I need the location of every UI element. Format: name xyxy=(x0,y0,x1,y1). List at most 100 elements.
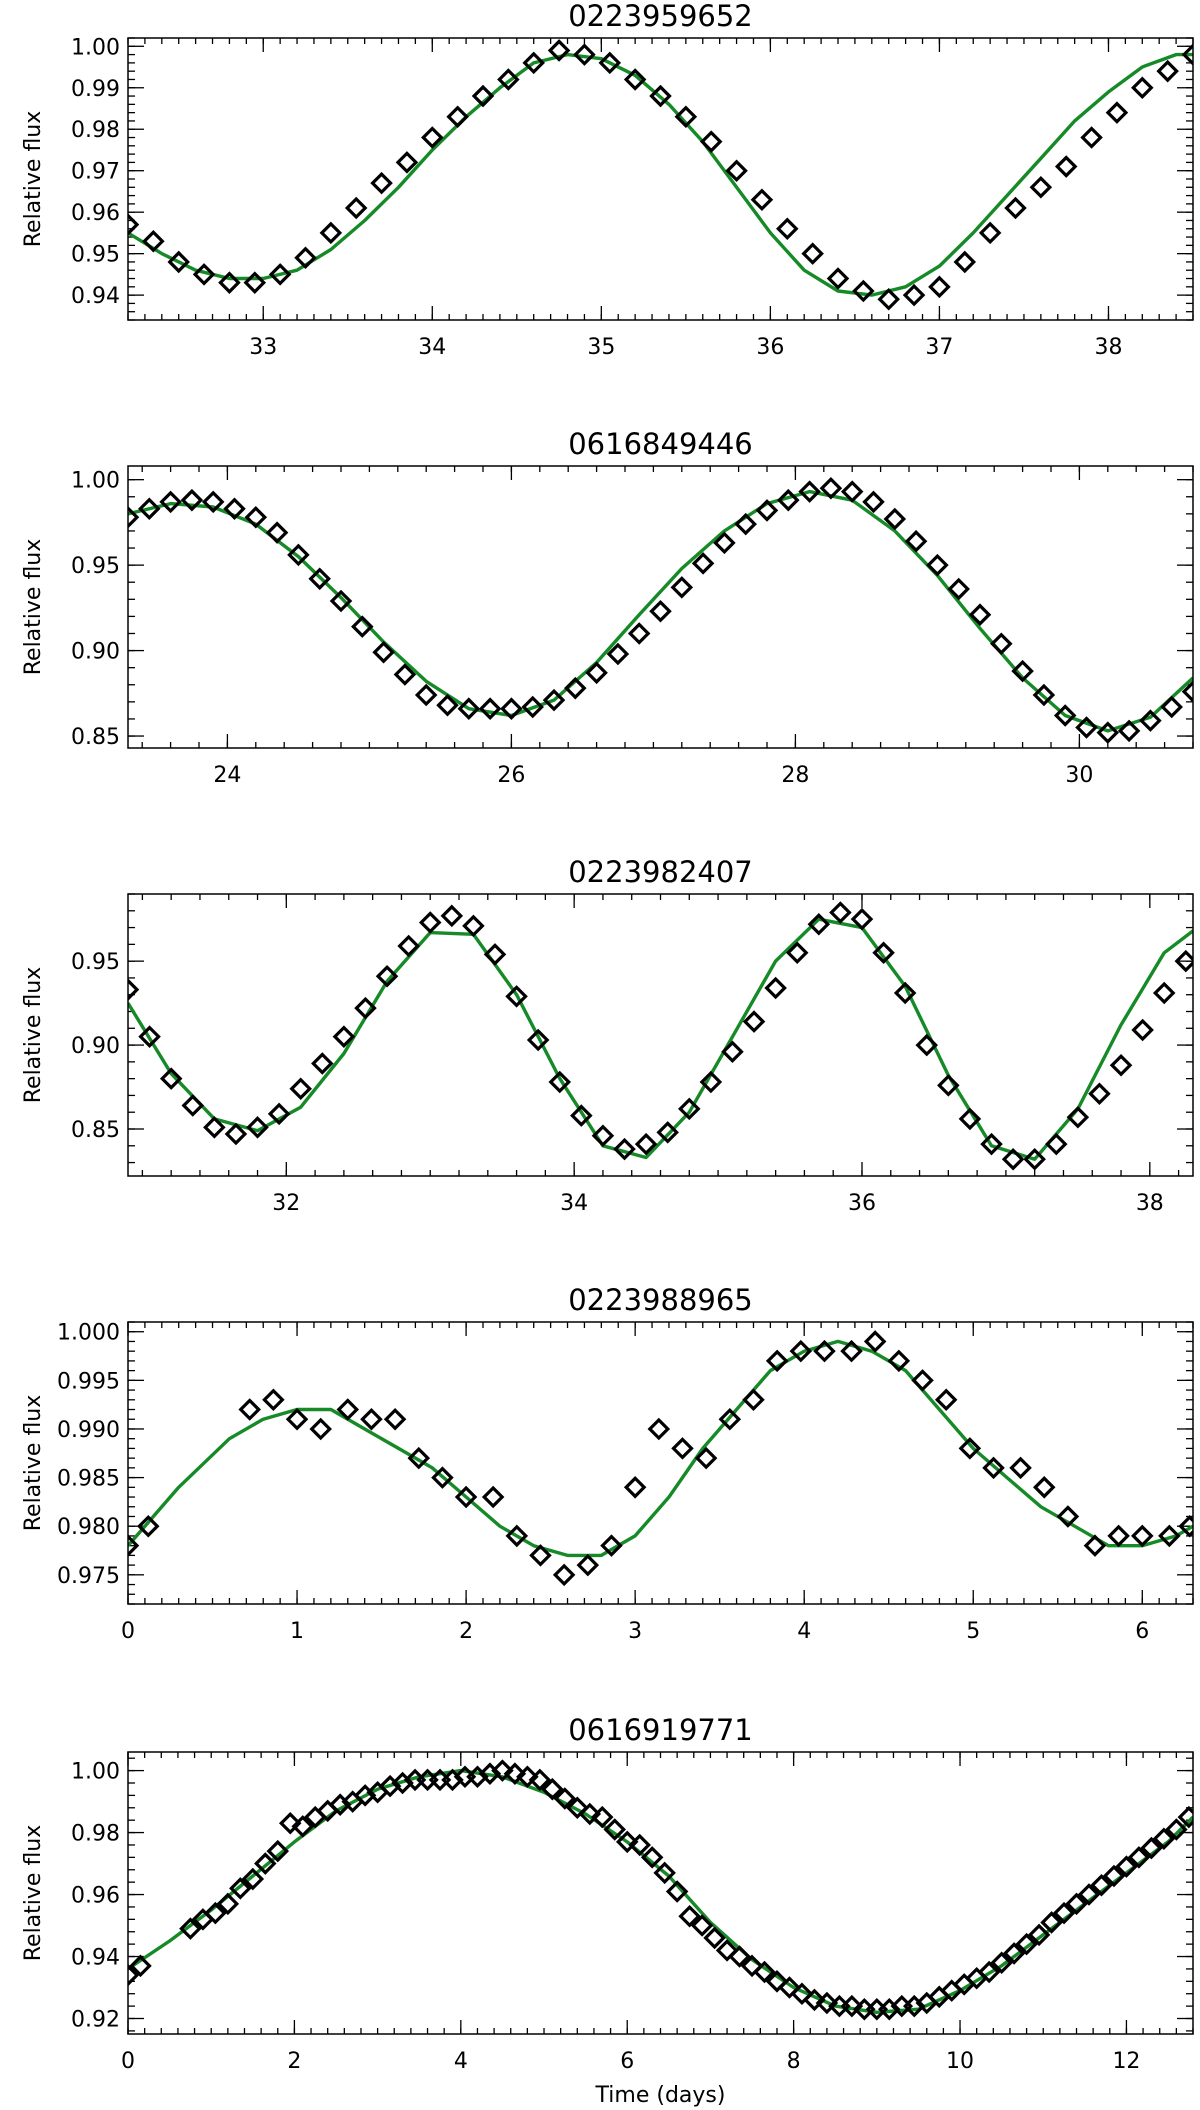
x-tick-label: 35 xyxy=(587,335,615,360)
y-axis-label: Relative flux xyxy=(21,1825,46,1962)
data-point xyxy=(934,1388,958,1412)
data-point xyxy=(383,1407,407,1431)
x-tick-label: 34 xyxy=(418,335,446,360)
data-point xyxy=(721,1040,744,1064)
data-point xyxy=(1127,1846,1151,1869)
data-point xyxy=(542,688,566,712)
x-tick-label: 38 xyxy=(1094,335,1122,360)
data-point xyxy=(606,642,630,666)
y-tick-label: 0.90 xyxy=(71,1034,120,1059)
data-point xyxy=(483,943,507,966)
data-point xyxy=(852,279,875,303)
data-point xyxy=(471,84,495,108)
data-point xyxy=(440,904,464,928)
data-point xyxy=(397,934,420,958)
data-point xyxy=(553,1787,577,1810)
data-point xyxy=(238,1398,261,1421)
data-point xyxy=(548,1070,572,1094)
data-point xyxy=(541,1777,564,1801)
data-point xyxy=(1056,1505,1080,1528)
data-point xyxy=(1029,176,1053,199)
data-point xyxy=(336,1398,360,1421)
data-point xyxy=(128,1534,140,1557)
data-point xyxy=(244,506,268,529)
plot-area xyxy=(128,39,1193,311)
y-tick-label: 0.90 xyxy=(71,640,120,665)
data-point xyxy=(241,1867,265,1891)
data-point xyxy=(254,1852,277,1875)
data-point xyxy=(982,1456,1005,1480)
data-point xyxy=(728,1945,751,1968)
data-point xyxy=(223,497,246,520)
x-tick-label: 33 xyxy=(249,335,277,360)
data-point xyxy=(1174,949,1193,973)
data-point xyxy=(598,51,622,75)
x-tick-label: 37 xyxy=(925,335,953,360)
data-point xyxy=(850,907,874,931)
data-point xyxy=(159,1067,183,1090)
y-axis-label: Relative flux xyxy=(21,967,46,1104)
data-point xyxy=(1015,1932,1038,1956)
data-point xyxy=(937,1074,960,1097)
data-point xyxy=(840,1994,864,2018)
x-tick-label: 4 xyxy=(454,2049,468,2074)
data-point xyxy=(649,84,672,108)
data-point xyxy=(1083,1534,1107,1557)
y-tick-label: 0.98 xyxy=(71,1822,120,1847)
data-point xyxy=(159,490,182,514)
data-point xyxy=(1032,683,1056,707)
data-point xyxy=(441,1768,464,1792)
x-tick-label: 36 xyxy=(848,1191,876,1216)
chart-title: 0223959652 xyxy=(568,0,753,33)
data-point xyxy=(1065,1892,1088,1916)
data-point xyxy=(308,567,331,591)
data-point xyxy=(990,1951,1013,1974)
y-tick-label: 0.92 xyxy=(71,2008,120,2033)
data-point xyxy=(670,576,694,599)
x-tick-label: 6 xyxy=(1135,1619,1149,1644)
data-point xyxy=(576,1553,600,1577)
x-tick-label: 2 xyxy=(287,2049,301,2074)
plot-area xyxy=(128,901,1193,1171)
x-tick-label: 34 xyxy=(560,1191,588,1216)
data-point xyxy=(395,151,419,174)
data-point xyxy=(505,985,528,1008)
chart-title: 0223988965 xyxy=(568,1283,753,1317)
data-point xyxy=(491,1759,514,1782)
data-point xyxy=(526,1028,550,1052)
data-point xyxy=(414,683,438,707)
data-point xyxy=(578,1802,602,1826)
data-point xyxy=(980,1132,1003,1156)
data-point xyxy=(862,490,885,514)
data-point xyxy=(765,1349,789,1373)
plot-frame xyxy=(127,465,1194,749)
data-point xyxy=(1140,1836,1163,1860)
data-point xyxy=(268,263,292,286)
x-tick-label: 2 xyxy=(459,1619,473,1644)
data-point xyxy=(674,105,698,129)
data-point xyxy=(311,1052,334,1075)
data-point xyxy=(393,663,417,686)
data-point xyxy=(1077,1883,1101,1906)
data-point xyxy=(500,697,523,720)
data-point xyxy=(863,1330,887,1353)
data-point xyxy=(167,250,190,274)
data-point xyxy=(1107,1524,1130,1548)
data-point xyxy=(1052,1901,1076,1925)
data-point xyxy=(690,1914,714,1937)
data-point xyxy=(552,1563,576,1587)
data-point xyxy=(291,1815,314,1838)
plot-area xyxy=(128,1759,1193,2021)
x-tick-label: 24 xyxy=(213,763,241,788)
data-point xyxy=(267,1102,291,1126)
y-tick-label: 0.95 xyxy=(71,554,120,579)
data-point xyxy=(1096,721,1120,744)
data-point xyxy=(1131,76,1154,100)
x-tick-label: 3 xyxy=(628,1619,642,1644)
data-point xyxy=(653,1861,676,1885)
x-tick-label: 30 xyxy=(1065,763,1093,788)
data-point xyxy=(872,941,895,965)
data-point xyxy=(665,1880,689,1903)
data-point xyxy=(1152,1827,1176,1851)
